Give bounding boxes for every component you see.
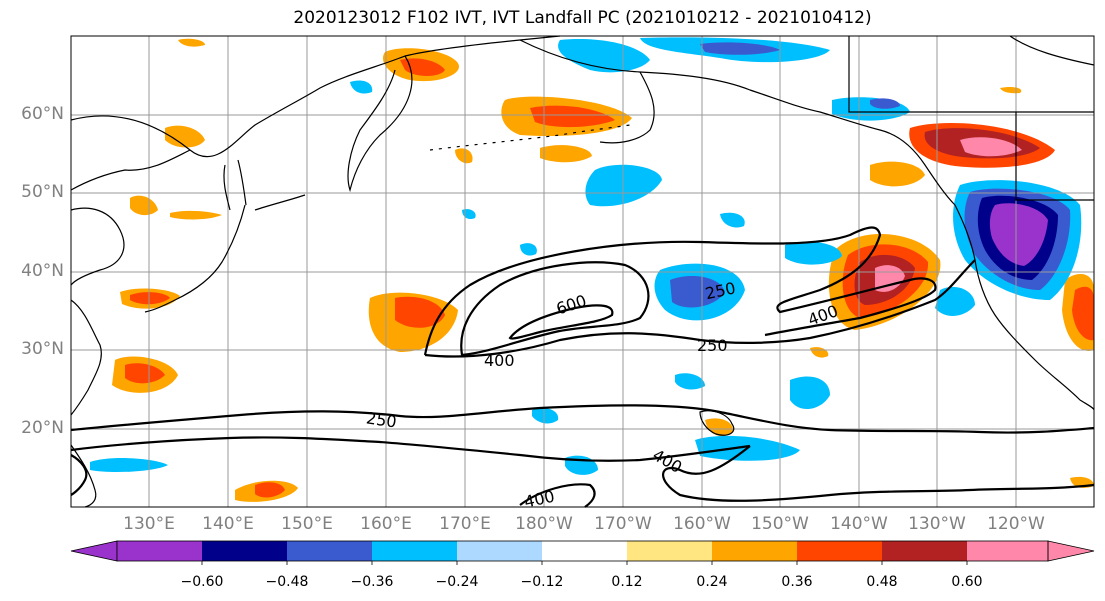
positive-region: [165, 125, 205, 148]
positive-region: [870, 161, 925, 187]
negative-region: [870, 98, 900, 109]
lon-label: 140°W: [830, 514, 888, 534]
map-border: [70, 35, 1095, 508]
lon-label: 140°E: [202, 514, 254, 534]
colorbar-tick-label: 0.12: [611, 574, 643, 590]
lat-label: 30°N: [21, 339, 64, 359]
colorbar-cell: [882, 541, 967, 561]
negative-region: [532, 408, 559, 424]
positive-region: [530, 105, 615, 128]
negative-region: [670, 276, 725, 308]
lon-label: 160°E: [360, 514, 412, 534]
colorbar-extend-low: [70, 540, 118, 562]
negative-region: [585, 164, 662, 207]
contour-600: [460, 261, 650, 357]
lon-label: 150°W: [751, 514, 809, 534]
colorbar-tick-label: −0.60: [180, 574, 224, 590]
colorbar: [70, 540, 1095, 565]
negative-region: [989, 203, 1048, 266]
colorbar-tick-label: 0.60: [951, 574, 983, 590]
lat-label: 20°N: [21, 418, 64, 438]
colorbar-tick-label: −0.24: [435, 574, 479, 590]
contour-small-loop: [70, 454, 88, 496]
colorbar-cell: [117, 541, 202, 561]
positive-region: [255, 482, 285, 498]
positive-region: [130, 292, 170, 305]
colorbar-cell: [797, 541, 882, 561]
positive-region: [540, 145, 592, 163]
contour-250-mid: [699, 259, 976, 344]
lat-label: 40°N: [21, 261, 64, 281]
lon-label: 170°E: [439, 514, 491, 534]
colorbar-extend-high: [1047, 540, 1095, 562]
negative-region: [935, 286, 975, 316]
lon-label: 170°W: [594, 514, 652, 534]
colorbar-cell: [202, 541, 287, 561]
negative-region: [350, 80, 373, 94]
colorbar-cell: [627, 541, 712, 561]
lat-label: 50°N: [21, 182, 64, 202]
colorbar-cell: [372, 541, 457, 561]
positive-region: [178, 38, 205, 47]
colorbar-cell: [712, 541, 797, 561]
positive-region: [395, 296, 445, 328]
negative-region: [675, 373, 705, 390]
map-title: 2020123012 F102 IVT, IVT Landfall PC (20…: [293, 8, 872, 28]
contour-400-lower: [424, 332, 701, 358]
colorbar-tick-label: 0.36: [781, 574, 813, 590]
contour-400-east: [662, 445, 1095, 502]
positive-region: [130, 195, 158, 216]
ivt-contours: [70, 226, 1095, 508]
colorbar-tick-label: 0.24: [696, 574, 728, 590]
contour-250-south: [70, 404, 1095, 434]
colorbar-cell: [542, 541, 627, 561]
positive-region: [170, 210, 222, 220]
colorbar-cell: [967, 541, 1048, 561]
lon-label: 130°W: [908, 514, 966, 534]
colorbar-tick-label: −0.36: [350, 574, 394, 590]
contour-400-south: [70, 436, 751, 462]
negative-region: [520, 243, 537, 256]
colorbar-tick-label: 0.48: [866, 574, 898, 590]
positive-region: [1072, 286, 1094, 341]
graticule: [71, 36, 1094, 507]
negative-region: [700, 42, 780, 55]
coastlines: [70, 35, 1095, 508]
colorbar-cell: [457, 541, 542, 561]
lat-label: 60°N: [21, 104, 64, 124]
colorbar-tick-label: −0.48: [265, 574, 309, 590]
contour-label: 250: [365, 408, 398, 431]
contour-label: 400: [484, 351, 515, 370]
negative-region: [720, 212, 745, 228]
positive-region: [125, 363, 165, 384]
pc-shading: [90, 37, 1094, 502]
negative-region: [785, 241, 842, 265]
negative-region: [558, 39, 650, 73]
colorbar-cell: [287, 541, 372, 561]
lon-label: 120°W: [987, 514, 1045, 534]
contour-label: 250: [697, 336, 728, 355]
contour-400-asia: [423, 226, 937, 356]
negative-region: [790, 376, 830, 410]
contour-600-inner: [508, 304, 614, 340]
positive-region: [455, 148, 473, 164]
contour-400-loop: [519, 483, 596, 508]
lon-label: 130°E: [123, 514, 175, 534]
colorbar-tick-label: −0.12: [520, 574, 564, 590]
lon-label: 180°W: [515, 514, 573, 534]
lon-label: 160°W: [673, 514, 731, 534]
positive-region: [960, 137, 1022, 157]
lon-label: 150°E: [281, 514, 333, 534]
